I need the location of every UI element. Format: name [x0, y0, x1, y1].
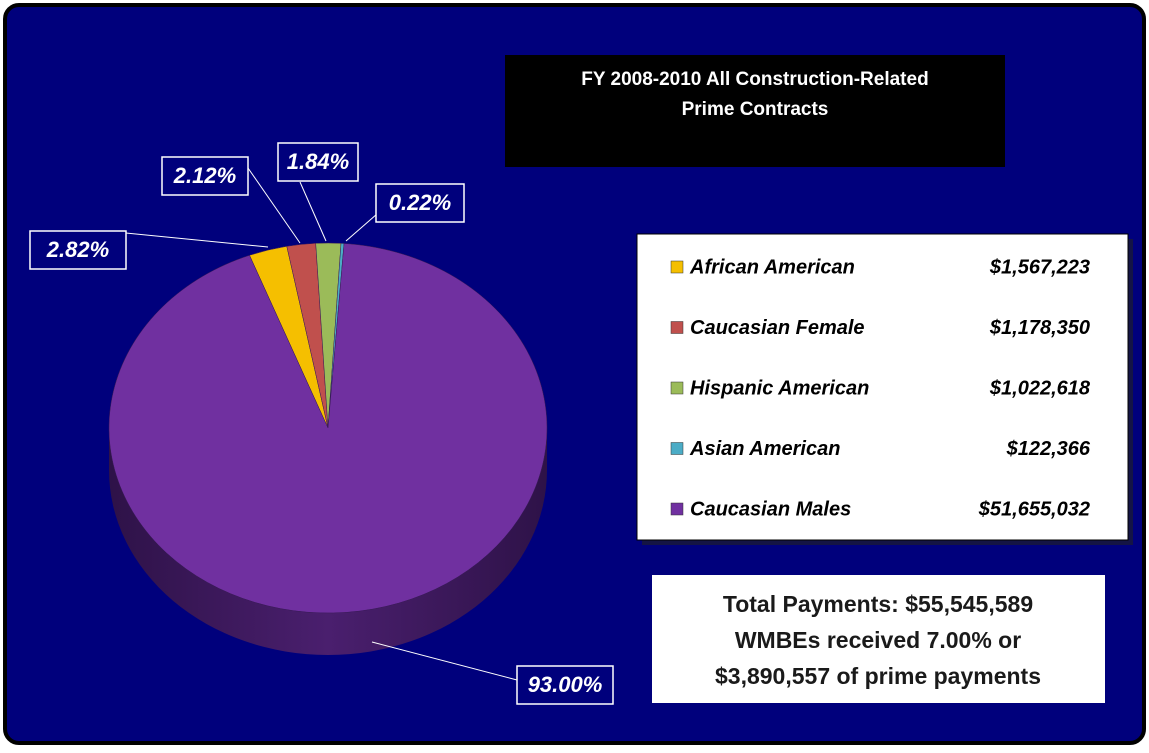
- legend-label: Asian American: [689, 438, 840, 460]
- legend-value: $1,022,618: [989, 377, 1091, 399]
- data-label-box: [375, 183, 465, 223]
- annotation: $3,890,557 of prime payments: [715, 663, 1041, 689]
- legend-swatch: [670, 321, 684, 334]
- annotation-box: [652, 575, 1105, 703]
- chart-title: FY 2008-2010 All Construction-Related: [581, 69, 928, 90]
- legend-value: $122,366: [1006, 438, 1091, 460]
- data-label-box: [516, 665, 614, 705]
- legend-label: African American: [689, 256, 855, 278]
- data-label-box: [29, 230, 127, 270]
- legend-value: $51,655,032: [978, 498, 1090, 520]
- data-label: 0.22%: [389, 190, 451, 215]
- leader-line: [247, 167, 301, 244]
- annotation: WMBEs received 7.00% or: [735, 627, 1021, 653]
- data-label: 2.12%: [173, 163, 236, 188]
- pie-side: [109, 428, 547, 655]
- leader-line: [299, 181, 327, 242]
- data-label: 1.84%: [287, 149, 349, 174]
- data-label: 2.82%: [46, 237, 109, 262]
- legend-swatch: [670, 442, 684, 455]
- legend-value: $1,567,223: [989, 256, 1090, 278]
- legend-label: Caucasian Males: [690, 498, 851, 520]
- data-label: 93.00%: [528, 672, 603, 697]
- data-label-box: [161, 156, 249, 196]
- legend-value: $1,178,350: [989, 317, 1090, 339]
- legend-swatch: [670, 381, 684, 395]
- data-label-box: [277, 142, 359, 182]
- legend-label: Caucasian Female: [690, 317, 865, 339]
- legend-swatch: [670, 502, 684, 516]
- annotation: Total Payments: $55,545,589: [723, 591, 1033, 617]
- chart-title: Prime Contracts: [682, 99, 829, 120]
- legend-box: [636, 233, 1129, 541]
- leader-line: [371, 641, 518, 681]
- leader-line: [345, 213, 378, 242]
- pie-slice: [108, 243, 548, 614]
- leader-line: [125, 232, 269, 248]
- legend-swatch: [670, 260, 684, 274]
- title-box: [505, 55, 1005, 167]
- legend-label: Hispanic American: [690, 377, 869, 399]
